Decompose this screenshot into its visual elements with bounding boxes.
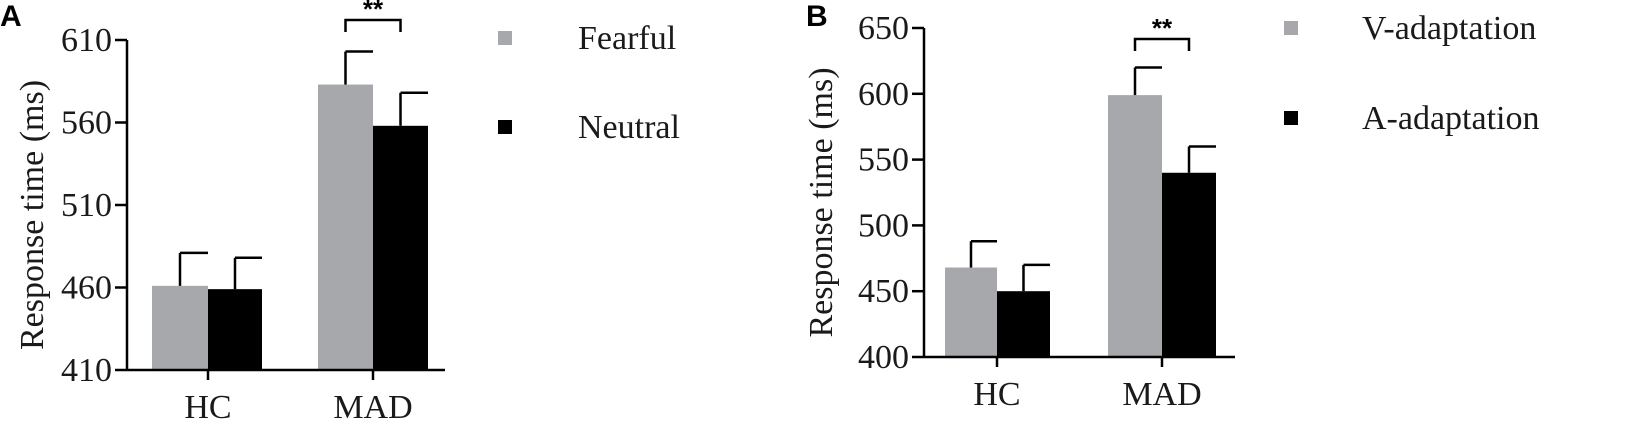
significance-label: **: [363, 0, 384, 24]
legend-label-neutral: Neutral: [578, 109, 680, 146]
x-tick-label-hc: HC: [973, 376, 1020, 413]
y-tick-label: 410: [61, 352, 112, 389]
legend-swatch-fearful: [498, 31, 512, 45]
y-tick-label: 550: [858, 142, 909, 179]
panel-a: A 410 460 510 560 610 HC MAD Response time (ms) *…: [0, 0, 680, 426]
significance-bracket: [344, 18, 402, 32]
legend-swatch-neutral: [498, 120, 512, 134]
significance-bracket: [1133, 37, 1191, 51]
bar-hc-neutral: [208, 289, 262, 370]
y-tick-label: 450: [858, 273, 909, 310]
y-tick-label: 650: [858, 10, 909, 47]
y-axis-title: Response time (ms): [14, 80, 51, 350]
x-tick-label-mad: MAD: [1122, 376, 1201, 413]
panel-b: B 400 450 500 550 600 650 HC MAD Response time (m…: [803, 0, 1540, 413]
legend-label-fearful: Fearful: [578, 20, 676, 57]
x-tick-label-mad: MAD: [333, 389, 412, 426]
significance-label: **: [1152, 13, 1173, 43]
y-tick-label: 400: [858, 339, 909, 376]
y-tick-label: 460: [61, 270, 112, 307]
y-tick-label: 610: [61, 22, 112, 59]
legend-swatch-v-adaptation: [1284, 21, 1298, 35]
bar-hc-v-adaptation: [945, 267, 997, 357]
x-tick-label-hc: HC: [184, 389, 231, 426]
bar-mad-fearful: [318, 84, 373, 371]
legend-label-a-adaptation: A-adaptation: [1362, 100, 1540, 137]
y-tick-label: 510: [61, 187, 112, 224]
legend-swatch-a-adaptation: [1284, 111, 1298, 125]
legend-label-v-adaptation: V-adaptation: [1362, 10, 1536, 47]
bar-hc-a-adaptation: [997, 291, 1050, 357]
bar-mad-v-adaptation: [1108, 95, 1162, 357]
y-tick-label: 600: [858, 76, 909, 113]
y-tick-label: 500: [858, 207, 909, 244]
panel-letter: A: [0, 0, 22, 33]
panel-letter: B: [806, 0, 828, 33]
y-axis-title: Response time (ms): [803, 67, 840, 337]
bar-hc-fearful: [152, 285, 208, 370]
y-tick-label: 560: [61, 105, 112, 142]
bar-mad-neutral: [373, 125, 428, 370]
bar-mad-a-adaptation: [1162, 172, 1216, 357]
